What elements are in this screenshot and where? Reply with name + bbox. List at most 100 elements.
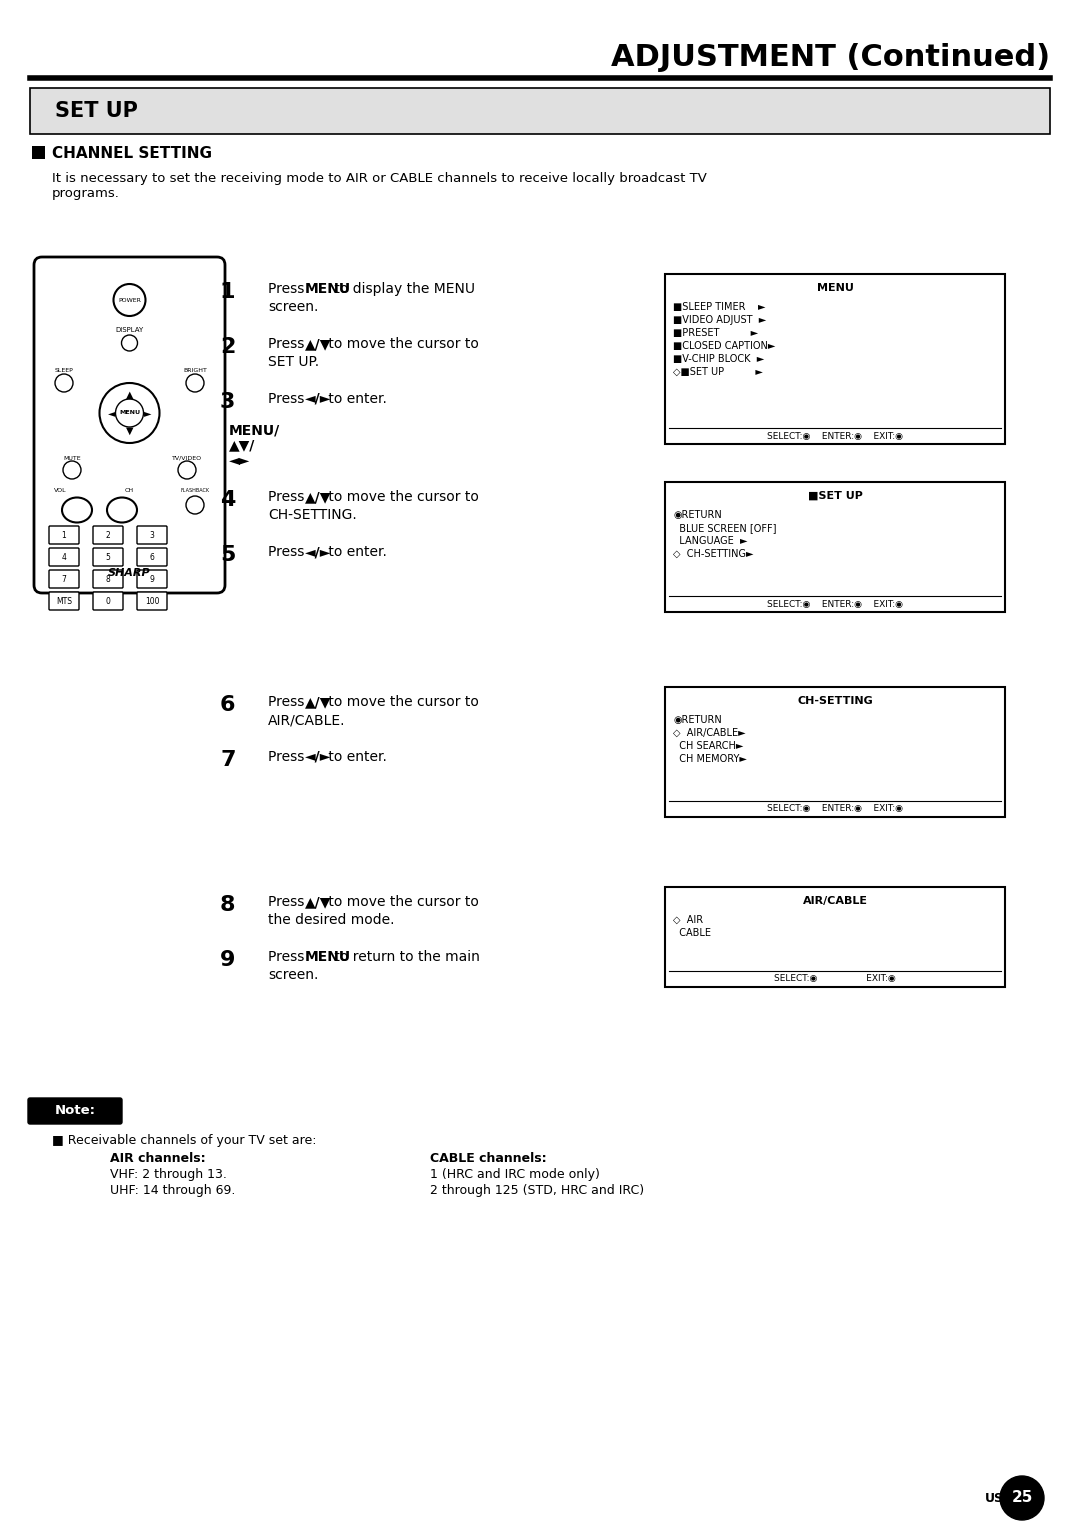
- Text: 7: 7: [220, 750, 235, 770]
- Text: 9: 9: [220, 950, 235, 969]
- FancyBboxPatch shape: [49, 526, 79, 545]
- Text: Press: Press: [268, 545, 309, 558]
- Text: 100: 100: [145, 597, 159, 606]
- Text: Press: Press: [268, 695, 309, 709]
- Circle shape: [1000, 1476, 1044, 1520]
- Text: ■SLEEP TIMER    ►: ■SLEEP TIMER ►: [673, 302, 766, 311]
- Text: ◄/►: ◄/►: [306, 545, 332, 558]
- Text: POWER: POWER: [118, 298, 140, 302]
- Text: It is necessary to set the receiving mode to AIR or CABLE channels to receive lo: It is necessary to set the receiving mod…: [52, 172, 707, 199]
- Text: CH MEMORY►: CH MEMORY►: [673, 755, 747, 764]
- Text: MENU: MENU: [306, 950, 351, 963]
- Text: MENU/: MENU/: [229, 423, 280, 437]
- Text: 4: 4: [62, 552, 67, 561]
- Text: SET UP.: SET UP.: [268, 354, 319, 370]
- Text: ◄: ◄: [108, 408, 116, 417]
- Circle shape: [113, 284, 146, 316]
- Text: to enter.: to enter.: [324, 545, 387, 558]
- Text: the desired mode.: the desired mode.: [268, 913, 394, 927]
- Text: ◄/►: ◄/►: [306, 750, 332, 764]
- FancyBboxPatch shape: [93, 592, 123, 611]
- Text: ■PRESET          ►: ■PRESET ►: [673, 328, 758, 337]
- Text: ◇■SET UP          ►: ◇■SET UP ►: [673, 367, 762, 377]
- Text: MENU: MENU: [119, 411, 140, 416]
- Text: AIR/CABLE: AIR/CABLE: [802, 896, 867, 907]
- Text: to move the cursor to: to move the cursor to: [324, 894, 478, 910]
- FancyBboxPatch shape: [665, 482, 1005, 612]
- Text: CH SEARCH►: CH SEARCH►: [673, 741, 743, 752]
- Text: AIR/CABLE.: AIR/CABLE.: [268, 713, 346, 727]
- Text: to move the cursor to: to move the cursor to: [324, 695, 478, 709]
- FancyBboxPatch shape: [137, 526, 167, 545]
- Text: 4: 4: [220, 489, 235, 509]
- FancyBboxPatch shape: [33, 258, 225, 594]
- Text: CH-SETTING.: CH-SETTING.: [268, 508, 356, 522]
- Text: 0: 0: [106, 597, 110, 606]
- Text: Press: Press: [268, 489, 309, 505]
- Text: ▲▼/: ▲▼/: [229, 439, 255, 453]
- Circle shape: [55, 374, 73, 393]
- Text: SELECT:◉    ENTER:◉    EXIT:◉: SELECT:◉ ENTER:◉ EXIT:◉: [767, 431, 903, 440]
- Text: ■CLOSED CAPTION►: ■CLOSED CAPTION►: [673, 341, 775, 351]
- Ellipse shape: [62, 497, 92, 523]
- Text: ◇  AIR/CABLE►: ◇ AIR/CABLE►: [673, 729, 745, 738]
- FancyBboxPatch shape: [137, 548, 167, 566]
- Text: VOL: VOL: [54, 488, 66, 492]
- Text: SELECT:◉    ENTER:◉    EXIT:◉: SELECT:◉ ENTER:◉ EXIT:◉: [767, 804, 903, 813]
- Text: ■VIDEO ADJUST  ►: ■VIDEO ADJUST ►: [673, 314, 766, 325]
- Text: 6: 6: [220, 695, 235, 715]
- Text: 2: 2: [220, 337, 235, 357]
- Text: Press: Press: [268, 750, 309, 764]
- Circle shape: [116, 399, 144, 426]
- Text: to move the cursor to: to move the cursor to: [324, 337, 478, 351]
- Text: to display the MENU: to display the MENU: [330, 282, 475, 296]
- FancyBboxPatch shape: [49, 592, 79, 611]
- Text: 25: 25: [1011, 1491, 1032, 1505]
- FancyBboxPatch shape: [93, 571, 123, 588]
- Text: ▲/▼: ▲/▼: [306, 695, 332, 709]
- Ellipse shape: [107, 497, 137, 523]
- Text: to move the cursor to: to move the cursor to: [324, 489, 478, 505]
- Circle shape: [186, 495, 204, 514]
- Circle shape: [99, 384, 160, 443]
- Text: Press: Press: [268, 337, 309, 351]
- Text: ■ Receivable channels of your TV set are:: ■ Receivable channels of your TV set are…: [52, 1134, 316, 1147]
- Text: FLASHBACK: FLASHBACK: [180, 488, 210, 492]
- Text: 1 (HRC and IRC mode only): 1 (HRC and IRC mode only): [430, 1167, 599, 1181]
- Text: 5: 5: [106, 552, 110, 561]
- Text: ◉RETURN: ◉RETURN: [673, 715, 721, 726]
- Text: SHARP: SHARP: [108, 568, 151, 578]
- Text: 1: 1: [220, 282, 235, 302]
- Text: BLUE SCREEN [OFF]: BLUE SCREEN [OFF]: [673, 523, 777, 532]
- Text: AIR channels:: AIR channels:: [110, 1152, 205, 1164]
- FancyBboxPatch shape: [32, 146, 45, 160]
- FancyBboxPatch shape: [28, 1098, 122, 1124]
- Text: ■SET UP: ■SET UP: [808, 491, 863, 502]
- Text: ◉RETURN: ◉RETURN: [673, 509, 721, 520]
- Text: 8: 8: [220, 894, 235, 914]
- FancyBboxPatch shape: [30, 87, 1050, 133]
- Text: 3: 3: [149, 531, 154, 540]
- Text: ◄►: ◄►: [229, 453, 251, 466]
- Text: ▲/▼: ▲/▼: [306, 337, 332, 351]
- FancyBboxPatch shape: [137, 592, 167, 611]
- FancyBboxPatch shape: [93, 526, 123, 545]
- Text: ▲: ▲: [125, 390, 133, 400]
- Text: 8: 8: [106, 575, 110, 583]
- FancyBboxPatch shape: [93, 548, 123, 566]
- FancyBboxPatch shape: [665, 887, 1005, 986]
- FancyBboxPatch shape: [665, 687, 1005, 818]
- FancyBboxPatch shape: [665, 275, 1005, 443]
- Text: screen.: screen.: [268, 301, 319, 314]
- Text: VHF: 2 through 13.: VHF: 2 through 13.: [110, 1167, 227, 1181]
- Text: MENU: MENU: [816, 282, 853, 293]
- Text: Press: Press: [268, 393, 309, 407]
- Text: SELECT:◉    ENTER:◉    EXIT:◉: SELECT:◉ ENTER:◉ EXIT:◉: [767, 600, 903, 609]
- Text: 2: 2: [106, 531, 110, 540]
- Text: SLEEP: SLEEP: [55, 368, 73, 373]
- FancyBboxPatch shape: [137, 571, 167, 588]
- Text: to enter.: to enter.: [324, 393, 387, 407]
- Text: ▲/▼: ▲/▼: [306, 489, 332, 505]
- Text: TV/VIDEO: TV/VIDEO: [172, 456, 202, 460]
- Text: Note:: Note:: [54, 1104, 95, 1117]
